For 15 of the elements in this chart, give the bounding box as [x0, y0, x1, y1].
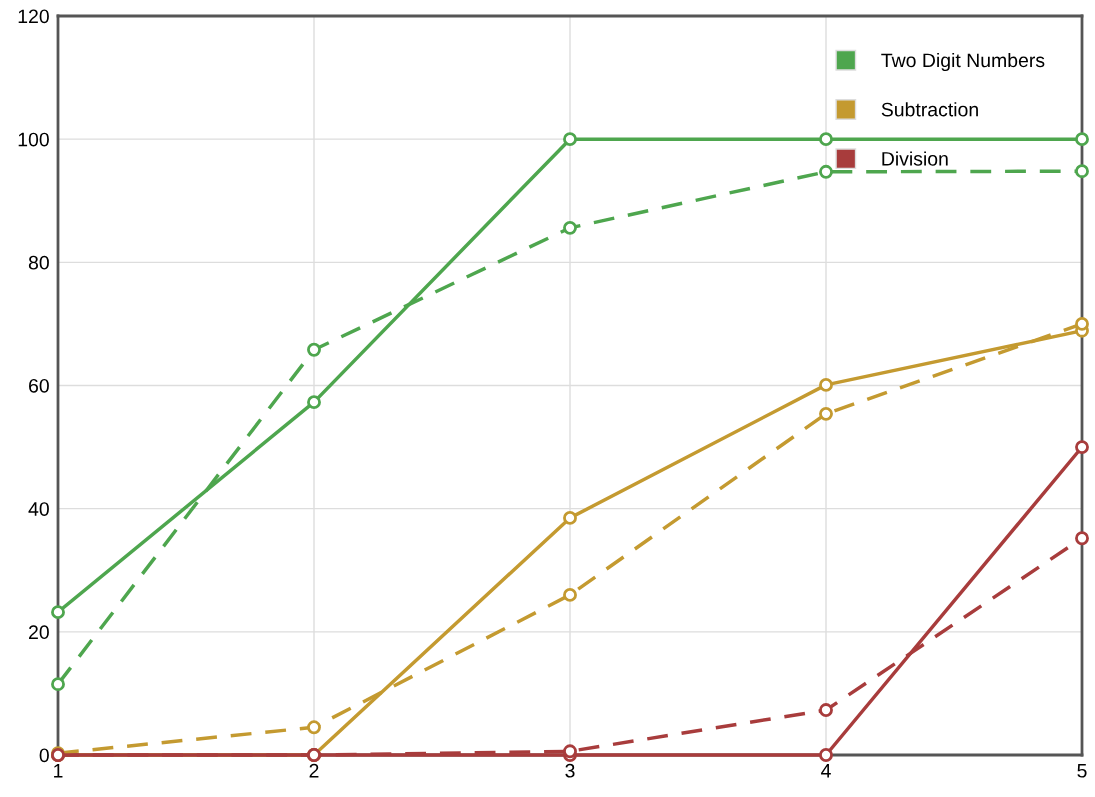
x-tick-label: 1 — [54, 764, 63, 778]
y-tick-label: 40 — [28, 502, 49, 516]
legend-label: Two Digit Numbers — [881, 52, 1045, 72]
x-tick-label: 4 — [821, 764, 831, 778]
y-tick-label: 80 — [28, 255, 49, 270]
x-tick-label: 5 — [1077, 764, 1087, 778]
y-tick-label: 20 — [29, 625, 49, 640]
y-tick-label: 60 — [29, 378, 49, 393]
legend-label: Division — [882, 151, 948, 166]
legend-label: Subtraction — [881, 102, 978, 117]
x-tick-label: 3 — [565, 763, 575, 778]
y-tick-label: 100 — [18, 132, 49, 147]
y-tick-label: 0 — [39, 748, 49, 763]
x-tick-label: 2 — [309, 763, 319, 778]
y-tick-label: 120 — [18, 9, 49, 24]
